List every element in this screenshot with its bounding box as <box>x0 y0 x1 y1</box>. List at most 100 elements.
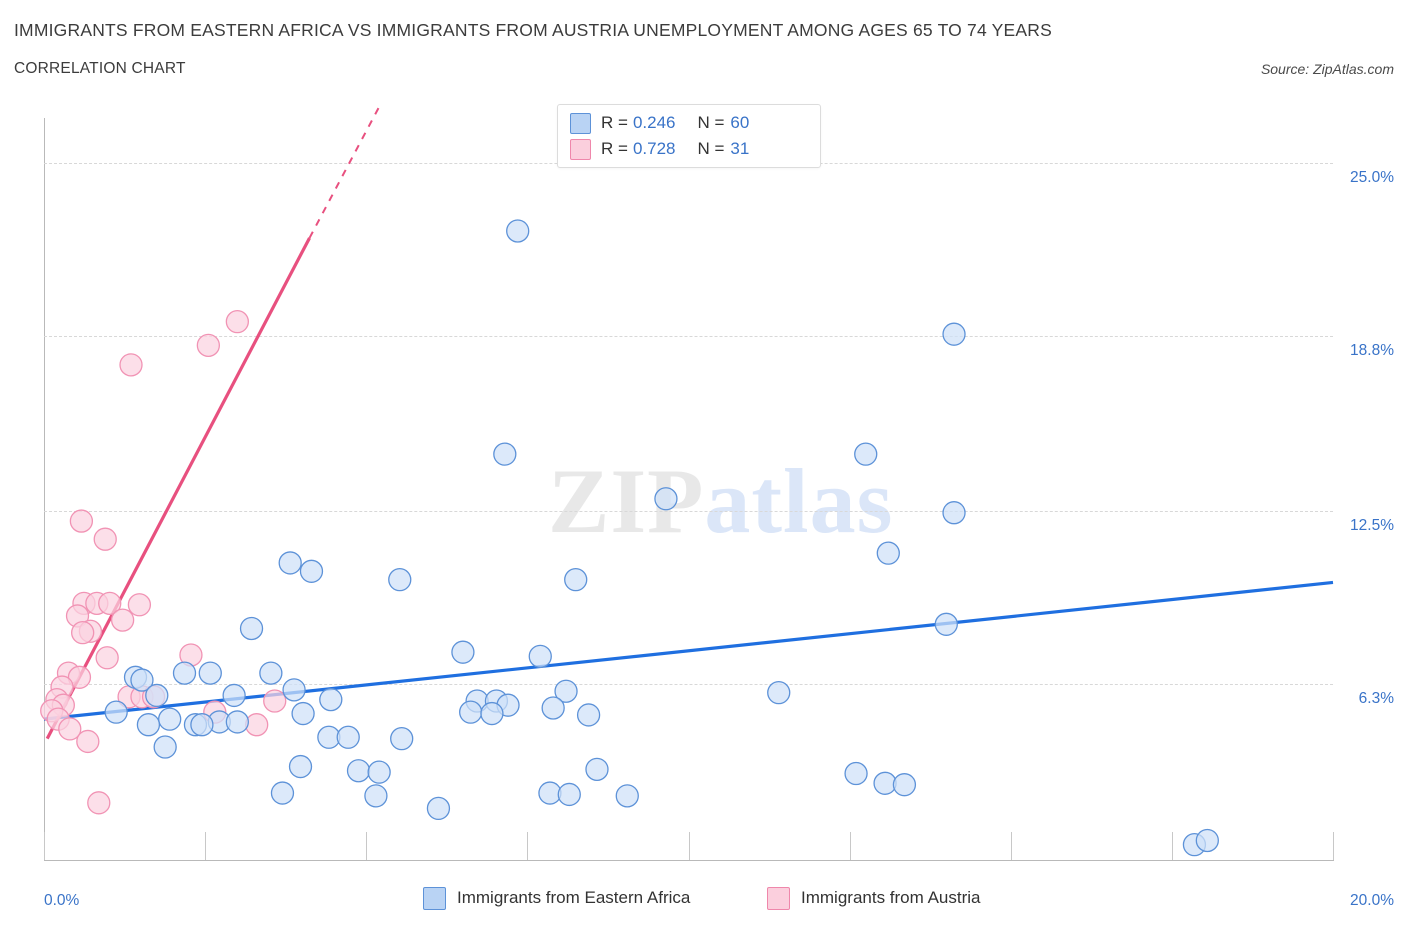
data-point[interactable] <box>270 781 295 805</box>
y-axis-line <box>44 118 45 860</box>
data-point[interactable] <box>263 689 287 713</box>
data-point[interactable] <box>198 661 222 685</box>
r-value-pink: 0.728 <box>632 139 676 158</box>
data-point[interactable] <box>172 661 197 685</box>
chart-subtitle: CORRELATION CHART <box>14 60 186 77</box>
data-point[interactable] <box>854 442 878 466</box>
series-legend-austria[interactable]: Immigrants from Austria <box>767 885 981 911</box>
data-point[interactable] <box>451 640 475 664</box>
trendline-immigrants-from-austria <box>45 237 311 740</box>
y-axis-tick-label: 6.3% <box>1358 690 1394 708</box>
data-point[interactable] <box>145 683 169 708</box>
gridline-y <box>44 335 1333 337</box>
data-point[interactable] <box>67 665 92 689</box>
data-point[interactable] <box>127 593 152 617</box>
data-point[interactable] <box>493 442 517 466</box>
data-point[interactable] <box>480 701 504 726</box>
x-axis-tick <box>205 832 207 860</box>
data-point[interactable] <box>98 591 122 616</box>
y-axis-tick-label: 25.0% <box>1350 168 1394 186</box>
data-point[interactable] <box>942 501 966 525</box>
scatter-layer <box>40 106 1334 857</box>
data-point[interactable] <box>336 725 360 749</box>
data-point[interactable] <box>390 727 414 751</box>
data-point[interactable] <box>934 612 958 636</box>
data-point[interactable] <box>876 541 900 565</box>
y-axis-tick-label: 18.8% <box>1350 341 1394 359</box>
data-point[interactable] <box>557 782 581 807</box>
data-point[interactable] <box>873 771 897 795</box>
data-point[interactable] <box>506 219 530 243</box>
data-point[interactable] <box>71 621 95 645</box>
n-label-blue: N = <box>697 113 725 132</box>
data-point[interactable] <box>222 683 246 708</box>
data-point[interactable] <box>426 796 451 821</box>
series-points-austria <box>40 309 287 815</box>
x-axis-tick <box>1333 832 1334 860</box>
data-point[interactable] <box>93 527 117 551</box>
data-point[interactable] <box>367 760 391 784</box>
data-point[interactable] <box>554 679 578 703</box>
data-point[interactable] <box>346 759 371 783</box>
data-point[interactable] <box>104 700 128 724</box>
x-axis-tick <box>849 832 851 860</box>
data-point[interactable] <box>119 353 143 377</box>
legend-swatch-pink <box>570 138 591 160</box>
data-point[interactable] <box>654 487 678 511</box>
data-point[interactable] <box>69 509 94 533</box>
data-point[interactable] <box>388 568 412 592</box>
data-point[interactable] <box>158 707 182 731</box>
x-axis-label-max: 20.0% <box>1350 892 1394 909</box>
legend-swatch-blue <box>570 112 591 134</box>
data-point[interactable] <box>58 717 82 741</box>
stats-legend-row-pink: R = 0.728 N = 31 <box>570 136 749 162</box>
data-point[interactable] <box>76 729 100 754</box>
data-point[interactable] <box>299 559 324 583</box>
data-point[interactable] <box>892 773 917 797</box>
data-point[interactable] <box>153 735 177 759</box>
data-point[interactable] <box>278 551 302 575</box>
data-point[interactable] <box>528 644 552 669</box>
data-point[interactable] <box>239 616 264 641</box>
data-point[interactable] <box>291 701 315 726</box>
data-point[interactable] <box>538 781 562 805</box>
data-point[interactable] <box>190 713 214 737</box>
data-point[interactable] <box>1195 828 1219 853</box>
data-point[interactable] <box>136 713 161 737</box>
data-point[interactable] <box>576 703 601 727</box>
x-axis-label-min: 0.0% <box>44 892 80 909</box>
plot-area <box>40 106 1334 860</box>
data-point[interactable] <box>259 661 283 685</box>
n-value-pink: 31 <box>730 139 750 158</box>
data-point[interactable] <box>319 687 343 712</box>
data-point[interactable] <box>245 713 269 737</box>
data-point[interactable] <box>564 568 588 592</box>
data-point[interactable] <box>459 700 483 724</box>
data-point[interactable] <box>87 791 111 815</box>
x-axis-line <box>44 860 1334 861</box>
r-value-blue: 0.246 <box>632 113 676 132</box>
data-point[interactable] <box>767 680 791 705</box>
data-point[interactable] <box>942 322 966 346</box>
data-point[interactable] <box>225 710 250 734</box>
source-attribution: Source: ZipAtlas.com <box>1260 61 1394 77</box>
x-axis-tick <box>1010 832 1012 860</box>
data-point[interactable] <box>364 784 388 808</box>
data-point[interactable] <box>225 309 250 334</box>
data-point[interactable] <box>615 784 639 808</box>
data-point[interactable] <box>541 696 565 720</box>
data-point[interactable] <box>196 333 220 357</box>
data-point[interactable] <box>288 754 313 779</box>
data-point[interactable] <box>130 668 154 692</box>
r-label-blue: R = <box>601 113 628 132</box>
series-legend-eastern-africa[interactable]: Immigrants from Eastern Africa <box>423 885 690 911</box>
data-point[interactable] <box>95 646 119 670</box>
data-point[interactable] <box>110 608 135 632</box>
x-axis-tick <box>366 832 368 860</box>
data-point[interactable] <box>585 757 609 781</box>
data-point[interactable] <box>282 678 306 702</box>
data-point[interactable] <box>844 761 868 786</box>
series-label-eastern-africa: Immigrants from Eastern Africa <box>457 888 691 907</box>
series-swatch-austria <box>767 886 790 910</box>
